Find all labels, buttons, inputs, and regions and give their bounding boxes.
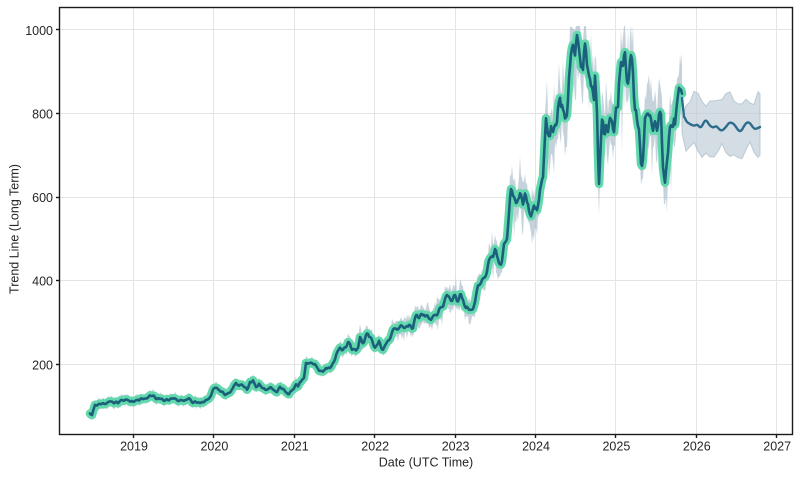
svg-text:2019: 2019 bbox=[120, 440, 148, 454]
svg-text:200: 200 bbox=[32, 358, 53, 372]
svg-text:800: 800 bbox=[32, 107, 53, 121]
svg-text:2026: 2026 bbox=[683, 440, 711, 454]
svg-text:400: 400 bbox=[32, 275, 53, 289]
svg-text:2025: 2025 bbox=[602, 440, 630, 454]
svg-text:2021: 2021 bbox=[281, 440, 309, 454]
svg-text:2027: 2027 bbox=[763, 440, 791, 454]
svg-text:2020: 2020 bbox=[200, 440, 228, 454]
svg-text:2023: 2023 bbox=[442, 440, 470, 454]
svg-text:2024: 2024 bbox=[522, 440, 550, 454]
svg-text:2022: 2022 bbox=[361, 440, 389, 454]
svg-text:Date (UTC Time): Date (UTC Time) bbox=[379, 456, 473, 470]
svg-text:Trend Line (Long Term): Trend Line (Long Term) bbox=[8, 164, 22, 294]
svg-text:1000: 1000 bbox=[25, 24, 53, 38]
svg-text:600: 600 bbox=[32, 191, 53, 205]
